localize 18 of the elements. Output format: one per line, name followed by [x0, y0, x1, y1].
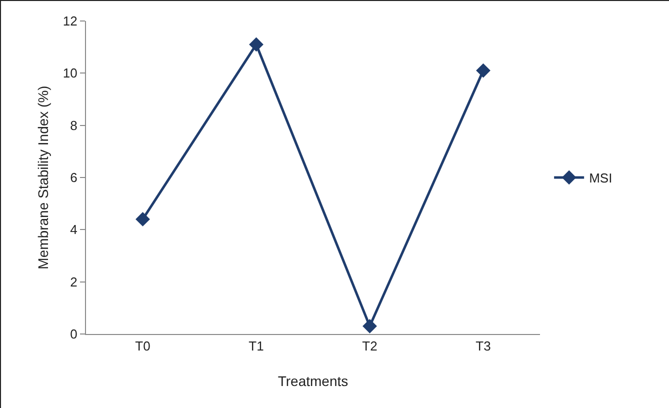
y-tick-label: 6 [70, 170, 78, 186]
x-tick-label: T0 [135, 338, 150, 354]
point [476, 64, 490, 78]
x-tick-label: T1 [248, 338, 264, 354]
y-tick-label: 12 [62, 14, 78, 29]
y-axis-title: Membrane Stability Index (%) [35, 86, 51, 270]
x-tick-label: T2 [362, 338, 378, 354]
y-tick-label: 4 [70, 222, 78, 238]
legend-label: MSI [589, 170, 612, 186]
y-tick-label: 0 [70, 326, 78, 342]
x-tick-label: T3 [476, 338, 491, 354]
point [136, 212, 150, 226]
point [249, 37, 264, 52]
x-axis-title: Treatments [278, 373, 348, 389]
y-tick-label: 10 [62, 66, 78, 81]
point [362, 319, 377, 334]
y-tick-label: 2 [70, 274, 78, 290]
y-tick-label: 8 [70, 118, 78, 133]
